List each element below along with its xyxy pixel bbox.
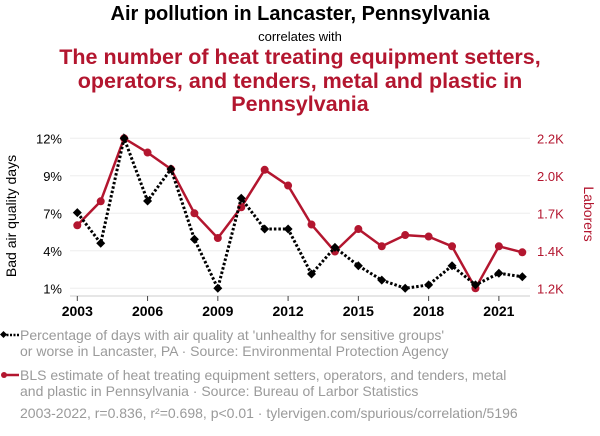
laborers-point bbox=[377, 242, 386, 251]
air-quality-point bbox=[119, 133, 129, 143]
left-tick-label: 7% bbox=[43, 206, 62, 221]
laborers-point bbox=[260, 165, 269, 174]
right-axis-title: Laborers bbox=[581, 186, 597, 241]
black-dotted-line-diamond-marker-icon bbox=[0, 327, 20, 343]
air-quality-point bbox=[400, 283, 410, 293]
air-quality-point bbox=[143, 196, 153, 206]
laborers-point bbox=[96, 197, 105, 206]
laborers-point bbox=[354, 225, 363, 234]
laborers-point bbox=[401, 231, 410, 240]
laborers-point bbox=[237, 203, 246, 212]
left-tick-label: 12% bbox=[36, 131, 62, 146]
legend-text-line: and plastic in Pennsylvania · Source: Bu… bbox=[20, 383, 419, 399]
laborers-point bbox=[213, 234, 222, 243]
air-quality-point bbox=[330, 242, 340, 252]
laborers-point bbox=[73, 221, 82, 230]
right-tick-label: 1.7K bbox=[537, 206, 564, 221]
laborers-point bbox=[307, 220, 316, 229]
x-tick-label: 2009 bbox=[202, 303, 233, 319]
chart-headline: The number of heat treating equipment se… bbox=[59, 45, 541, 116]
laborers-point bbox=[424, 232, 433, 241]
air-quality-point bbox=[189, 234, 199, 244]
air-quality-point bbox=[494, 268, 504, 278]
correlates-with-label: correlates with bbox=[258, 29, 342, 44]
left-tick-label: 9% bbox=[43, 169, 62, 184]
air-quality-point bbox=[72, 208, 82, 218]
footer-stats: 2003-2022, r=0.836, r²=0.698, p<0.01 · t… bbox=[20, 405, 518, 421]
right-tick-label: 1.2K bbox=[537, 281, 564, 296]
air-quality-point bbox=[447, 261, 457, 271]
laborers-point bbox=[518, 248, 527, 257]
air-quality-point bbox=[96, 238, 106, 248]
laborers-point bbox=[143, 148, 152, 157]
air-quality-point bbox=[283, 224, 293, 234]
x-tick-label: 2015 bbox=[343, 303, 374, 319]
laborers-line bbox=[76, 137, 523, 290]
air-quality-point bbox=[236, 193, 246, 203]
left-tick-label: 4% bbox=[43, 244, 62, 259]
x-tick-label: 2012 bbox=[273, 303, 304, 319]
gridlines bbox=[70, 137, 530, 289]
air-quality-point bbox=[377, 275, 387, 285]
laborers-point bbox=[284, 181, 293, 190]
air-quality-point bbox=[517, 272, 527, 282]
air-quality-point bbox=[470, 280, 480, 290]
x-tick-label: 2003 bbox=[62, 303, 93, 319]
x-tick-label: 2006 bbox=[132, 303, 163, 319]
laborers-point bbox=[494, 242, 503, 251]
legend-text-line: or worse in Lancaster, PA · Source: Envi… bbox=[20, 343, 449, 359]
left-axis-title: Bad air quality days bbox=[3, 155, 19, 277]
left-y-axis: 1% 4% 7% 9% 12% bbox=[36, 131, 62, 296]
legend-text-line: Percentage of days with air quality at '… bbox=[20, 327, 445, 343]
right-tick-label: 1.4K bbox=[537, 244, 564, 259]
right-y-axis: 1.2K 1.4K 1.7K 2.0K 2.2K bbox=[537, 131, 564, 296]
chart-title: Air pollution in Lancaster, Pennsylvania bbox=[110, 3, 490, 25]
right-tick-label: 2.0K bbox=[537, 169, 564, 184]
series-laborers bbox=[73, 134, 527, 293]
x-tick-label: 2021 bbox=[483, 303, 514, 319]
air-quality-line bbox=[76, 133, 523, 293]
air-quality-point bbox=[213, 283, 223, 293]
air-quality-point bbox=[260, 224, 270, 234]
air-quality-point bbox=[353, 261, 363, 271]
x-axis: 2003 2006 2009 2012 2015 2018 2021 bbox=[62, 295, 530, 319]
air-quality-point bbox=[307, 269, 317, 279]
left-tick-label: 1% bbox=[43, 281, 62, 296]
x-tick-label: 2018 bbox=[413, 303, 444, 319]
laborers-point bbox=[448, 242, 457, 251]
red-line-circle-marker-icon bbox=[0, 367, 20, 383]
air-quality-point bbox=[424, 280, 434, 290]
air-quality-point bbox=[166, 164, 176, 174]
right-tick-label: 2.2K bbox=[537, 131, 564, 146]
legend-text-line: BLS estimate of heat treating equipment … bbox=[20, 367, 507, 383]
laborers-point bbox=[190, 209, 199, 218]
series-air-quality bbox=[72, 133, 527, 293]
